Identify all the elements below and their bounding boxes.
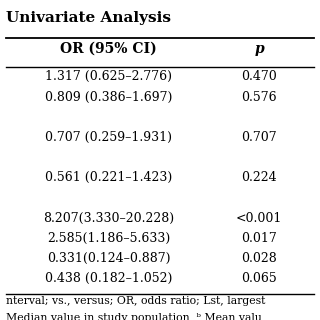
Text: nterval; vs., versus; OR, odds ratio; Lst, largest: nterval; vs., versus; OR, odds ratio; Ls… [6, 296, 266, 306]
Text: 0.028: 0.028 [241, 252, 277, 265]
Text: 0.065: 0.065 [241, 272, 277, 285]
Text: 0.707 (0.259–1.931): 0.707 (0.259–1.931) [45, 131, 172, 144]
Text: 0.331(0.124–0.887): 0.331(0.124–0.887) [47, 252, 171, 265]
Text: 0.470: 0.470 [241, 70, 277, 84]
Text: 0.809 (0.386–1.697): 0.809 (0.386–1.697) [45, 91, 172, 104]
Text: p: p [254, 42, 264, 56]
Text: 0.576: 0.576 [241, 91, 277, 104]
Text: 0.707: 0.707 [241, 131, 277, 144]
Text: Univariate Analysis: Univariate Analysis [6, 11, 172, 25]
Text: <0.001: <0.001 [236, 212, 282, 225]
Text: 2.585(1.186–5.633): 2.585(1.186–5.633) [47, 232, 171, 245]
Text: 0.017: 0.017 [241, 232, 277, 245]
Text: 1.317 (0.625–2.776): 1.317 (0.625–2.776) [45, 70, 172, 84]
Text: OR (95% CI): OR (95% CI) [60, 42, 157, 56]
Text: Median value in study population, ᵇ Mean valu: Median value in study population, ᵇ Mean… [6, 313, 262, 320]
Text: 0.224: 0.224 [241, 171, 277, 184]
Text: 8.207(3.330–20.228): 8.207(3.330–20.228) [43, 212, 174, 225]
Text: 0.561 (0.221–1.423): 0.561 (0.221–1.423) [45, 171, 172, 184]
Text: 0.438 (0.182–1.052): 0.438 (0.182–1.052) [45, 272, 172, 285]
